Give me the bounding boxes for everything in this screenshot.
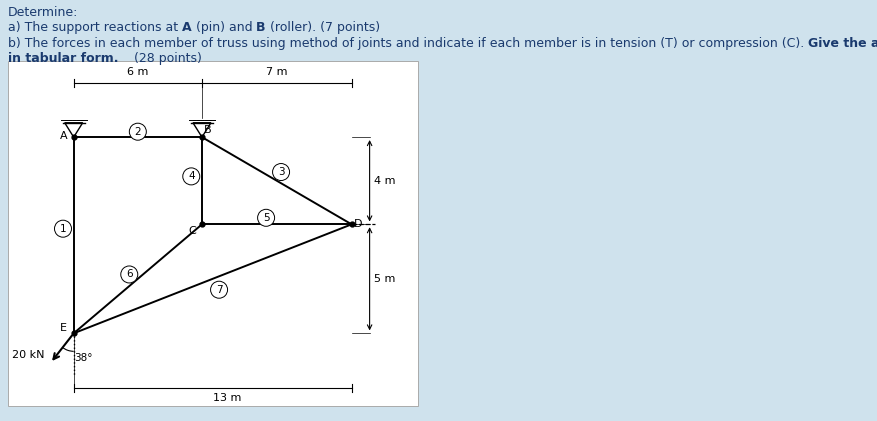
Circle shape bbox=[210, 281, 227, 298]
Text: a) The support reactions at: a) The support reactions at bbox=[8, 21, 182, 34]
Circle shape bbox=[182, 168, 200, 185]
Text: 7 m: 7 m bbox=[266, 67, 287, 77]
Text: B: B bbox=[256, 21, 266, 34]
Text: E: E bbox=[61, 323, 68, 333]
Text: (pin) and: (pin) and bbox=[191, 21, 256, 34]
Circle shape bbox=[272, 163, 289, 181]
Text: 38°: 38° bbox=[75, 353, 93, 363]
Circle shape bbox=[54, 220, 71, 237]
Text: 6: 6 bbox=[125, 269, 132, 280]
Text: (roller). (7 points): (roller). (7 points) bbox=[266, 21, 380, 34]
Text: in tabular form.: in tabular form. bbox=[8, 52, 118, 65]
Text: 4 m: 4 m bbox=[374, 176, 395, 186]
Text: (28 points): (28 points) bbox=[118, 52, 202, 65]
FancyBboxPatch shape bbox=[8, 61, 417, 406]
Text: 4: 4 bbox=[188, 171, 195, 181]
Text: 3: 3 bbox=[277, 167, 284, 177]
Text: 5: 5 bbox=[262, 213, 269, 223]
Circle shape bbox=[257, 209, 275, 226]
Text: C: C bbox=[188, 226, 196, 236]
Text: A: A bbox=[60, 131, 68, 141]
Text: 13 m: 13 m bbox=[213, 393, 241, 403]
Text: 1: 1 bbox=[60, 224, 67, 234]
Text: Determine:: Determine: bbox=[8, 6, 78, 19]
Text: Give the answers: Give the answers bbox=[808, 37, 877, 50]
Text: D: D bbox=[354, 219, 362, 229]
Text: 2: 2 bbox=[134, 127, 141, 137]
Circle shape bbox=[121, 266, 138, 283]
Text: b) The forces in each member of truss using method of joints and indicate if eac: b) The forces in each member of truss us… bbox=[8, 37, 808, 50]
Text: 6 m: 6 m bbox=[127, 67, 148, 77]
Text: 5 m: 5 m bbox=[374, 274, 395, 284]
Text: 7: 7 bbox=[216, 285, 222, 295]
Text: A: A bbox=[182, 21, 191, 34]
Text: 20 kN: 20 kN bbox=[12, 350, 45, 360]
Circle shape bbox=[129, 123, 146, 140]
Text: B: B bbox=[204, 125, 211, 135]
